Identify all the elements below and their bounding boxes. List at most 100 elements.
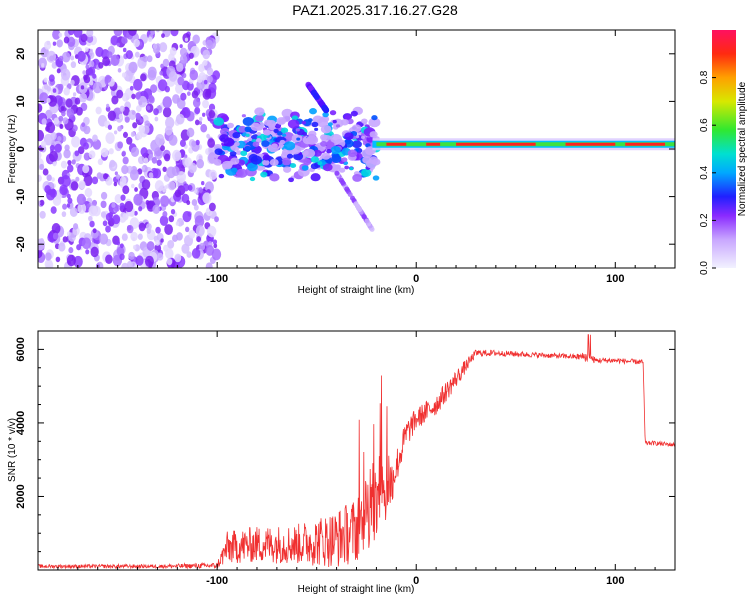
spectrogram-blob bbox=[109, 159, 116, 168]
spectrogram-blob bbox=[92, 228, 97, 234]
spectrogram-blob bbox=[61, 175, 71, 188]
spectrogram-blob bbox=[181, 106, 191, 119]
spectrogram-blob bbox=[319, 117, 325, 122]
spectrogram-blob bbox=[175, 221, 180, 226]
colorbar-tick-label: 0.6 bbox=[699, 118, 710, 132]
spectrogram-blob bbox=[221, 160, 233, 170]
spectrogram-tone-peak bbox=[565, 142, 616, 146]
spectrogram-blob bbox=[260, 171, 268, 178]
spectrogram-blob bbox=[119, 243, 124, 249]
spectrogram-blob bbox=[247, 137, 253, 142]
spectrogram-blob bbox=[205, 262, 213, 268]
spectrogram-blob bbox=[161, 33, 165, 38]
spectrogram-blob bbox=[68, 232, 76, 242]
spectrogram-blob bbox=[151, 157, 158, 164]
chart-title: PAZ1.2025.317.16.27.G28 bbox=[292, 2, 458, 18]
spectrogram-blob bbox=[58, 32, 63, 38]
spectrogram-blob bbox=[334, 170, 340, 176]
spectrogram-blob bbox=[334, 164, 341, 170]
spectrogram-blob bbox=[146, 223, 152, 231]
spectrogram-blob bbox=[63, 36, 70, 44]
spectrogram-blob bbox=[202, 59, 208, 66]
spectrogram-blob bbox=[192, 34, 200, 44]
spectrogram-blob bbox=[63, 149, 71, 159]
spectrogram-blob bbox=[283, 141, 296, 151]
spectrogram-blob bbox=[188, 52, 194, 59]
spectrogram-blob bbox=[92, 81, 103, 94]
spectrogram-blob bbox=[136, 105, 142, 113]
spectrogram-blob bbox=[271, 143, 278, 149]
spectrogram-blob bbox=[200, 123, 208, 133]
spectrogram-blob bbox=[256, 138, 261, 142]
spectrogram-blob bbox=[50, 132, 57, 141]
spectrogram-blob bbox=[59, 184, 68, 196]
spectrogram-blob bbox=[172, 149, 182, 162]
spectrogram-blob bbox=[150, 30, 156, 35]
spectrogram-blob bbox=[321, 104, 328, 111]
spectrogram-tone-peak bbox=[625, 142, 666, 146]
spectrogram-blob bbox=[92, 134, 98, 142]
spectrogram-blob bbox=[39, 163, 45, 170]
spectrogram-blob bbox=[129, 85, 134, 91]
spectrogram-blob bbox=[43, 77, 48, 83]
spectrogram-blob bbox=[309, 108, 317, 115]
spectrogram-blob bbox=[160, 195, 170, 207]
spectrogram-blob bbox=[234, 141, 240, 147]
spectrogram-blob bbox=[72, 92, 77, 97]
spectrogram-blob bbox=[122, 47, 127, 53]
spectrogram-blob bbox=[111, 95, 119, 105]
spectrogram-blob bbox=[150, 84, 158, 93]
spectrogram-blob bbox=[250, 122, 262, 132]
spectrogram-blob bbox=[82, 70, 86, 75]
colorbar-gradient bbox=[712, 30, 736, 268]
spectrogram-blob bbox=[198, 117, 203, 122]
spectrogram-blob bbox=[61, 51, 71, 63]
spectrogram-blob bbox=[157, 79, 168, 92]
spectrogram-blob bbox=[133, 210, 138, 216]
spectrogram-blob bbox=[344, 132, 354, 141]
spectrogram-blob bbox=[179, 54, 188, 64]
spectrogram-blob bbox=[70, 181, 79, 191]
spectrogram-blob bbox=[74, 97, 81, 105]
spectrogram-blob bbox=[121, 233, 128, 241]
spectrogram-blob bbox=[44, 252, 52, 261]
spectrogram-blob bbox=[186, 200, 191, 206]
spectrogram-blob bbox=[105, 225, 111, 233]
spectrogram-blob bbox=[112, 214, 121, 225]
spectrogram-blob bbox=[89, 220, 95, 228]
spectrogram-blob bbox=[46, 85, 52, 92]
colorbar-tick-label: 0.0 bbox=[699, 261, 710, 275]
spectrogram-blob bbox=[66, 254, 76, 267]
spectrogram-blob bbox=[55, 256, 61, 263]
spectrogram-blob bbox=[159, 70, 164, 76]
spectrogram-blob bbox=[88, 215, 93, 222]
spectrogram-blob bbox=[177, 76, 185, 86]
spectrogram-blob bbox=[134, 51, 140, 58]
spectrogram-blob bbox=[198, 120, 203, 125]
spectrogram-blob bbox=[194, 215, 205, 228]
spectrogram-blob bbox=[51, 177, 55, 182]
spectrogram-blob bbox=[126, 136, 133, 145]
spectrogram-blob bbox=[142, 55, 148, 63]
spectrogram-blob bbox=[330, 145, 341, 155]
spectrogram-blob bbox=[122, 156, 129, 165]
spectrogram-blob bbox=[83, 152, 91, 161]
spectrogram-blob bbox=[110, 54, 120, 66]
spectrogram-blob bbox=[117, 68, 122, 73]
spectrogram-blob bbox=[269, 158, 279, 167]
spectrogram-blob bbox=[76, 244, 82, 251]
spectrogram-blob bbox=[181, 243, 190, 254]
spectrogram-blob bbox=[287, 119, 300, 129]
spectrogram-blob bbox=[128, 30, 137, 37]
spectrogram-blob bbox=[281, 133, 287, 137]
spectrogram-blob bbox=[214, 148, 223, 155]
spectrogram-blob bbox=[157, 252, 164, 261]
spectrogram-blob bbox=[263, 129, 271, 136]
spectrogram-blob bbox=[191, 199, 198, 206]
spectrogram-blob bbox=[137, 95, 148, 108]
spectrogram-tone-peak bbox=[456, 142, 536, 146]
spectrogram-blob bbox=[86, 203, 91, 209]
spectrogram-blob bbox=[313, 94, 320, 101]
spectrogram-blob bbox=[162, 106, 172, 118]
spectrogram-blob bbox=[208, 110, 216, 119]
